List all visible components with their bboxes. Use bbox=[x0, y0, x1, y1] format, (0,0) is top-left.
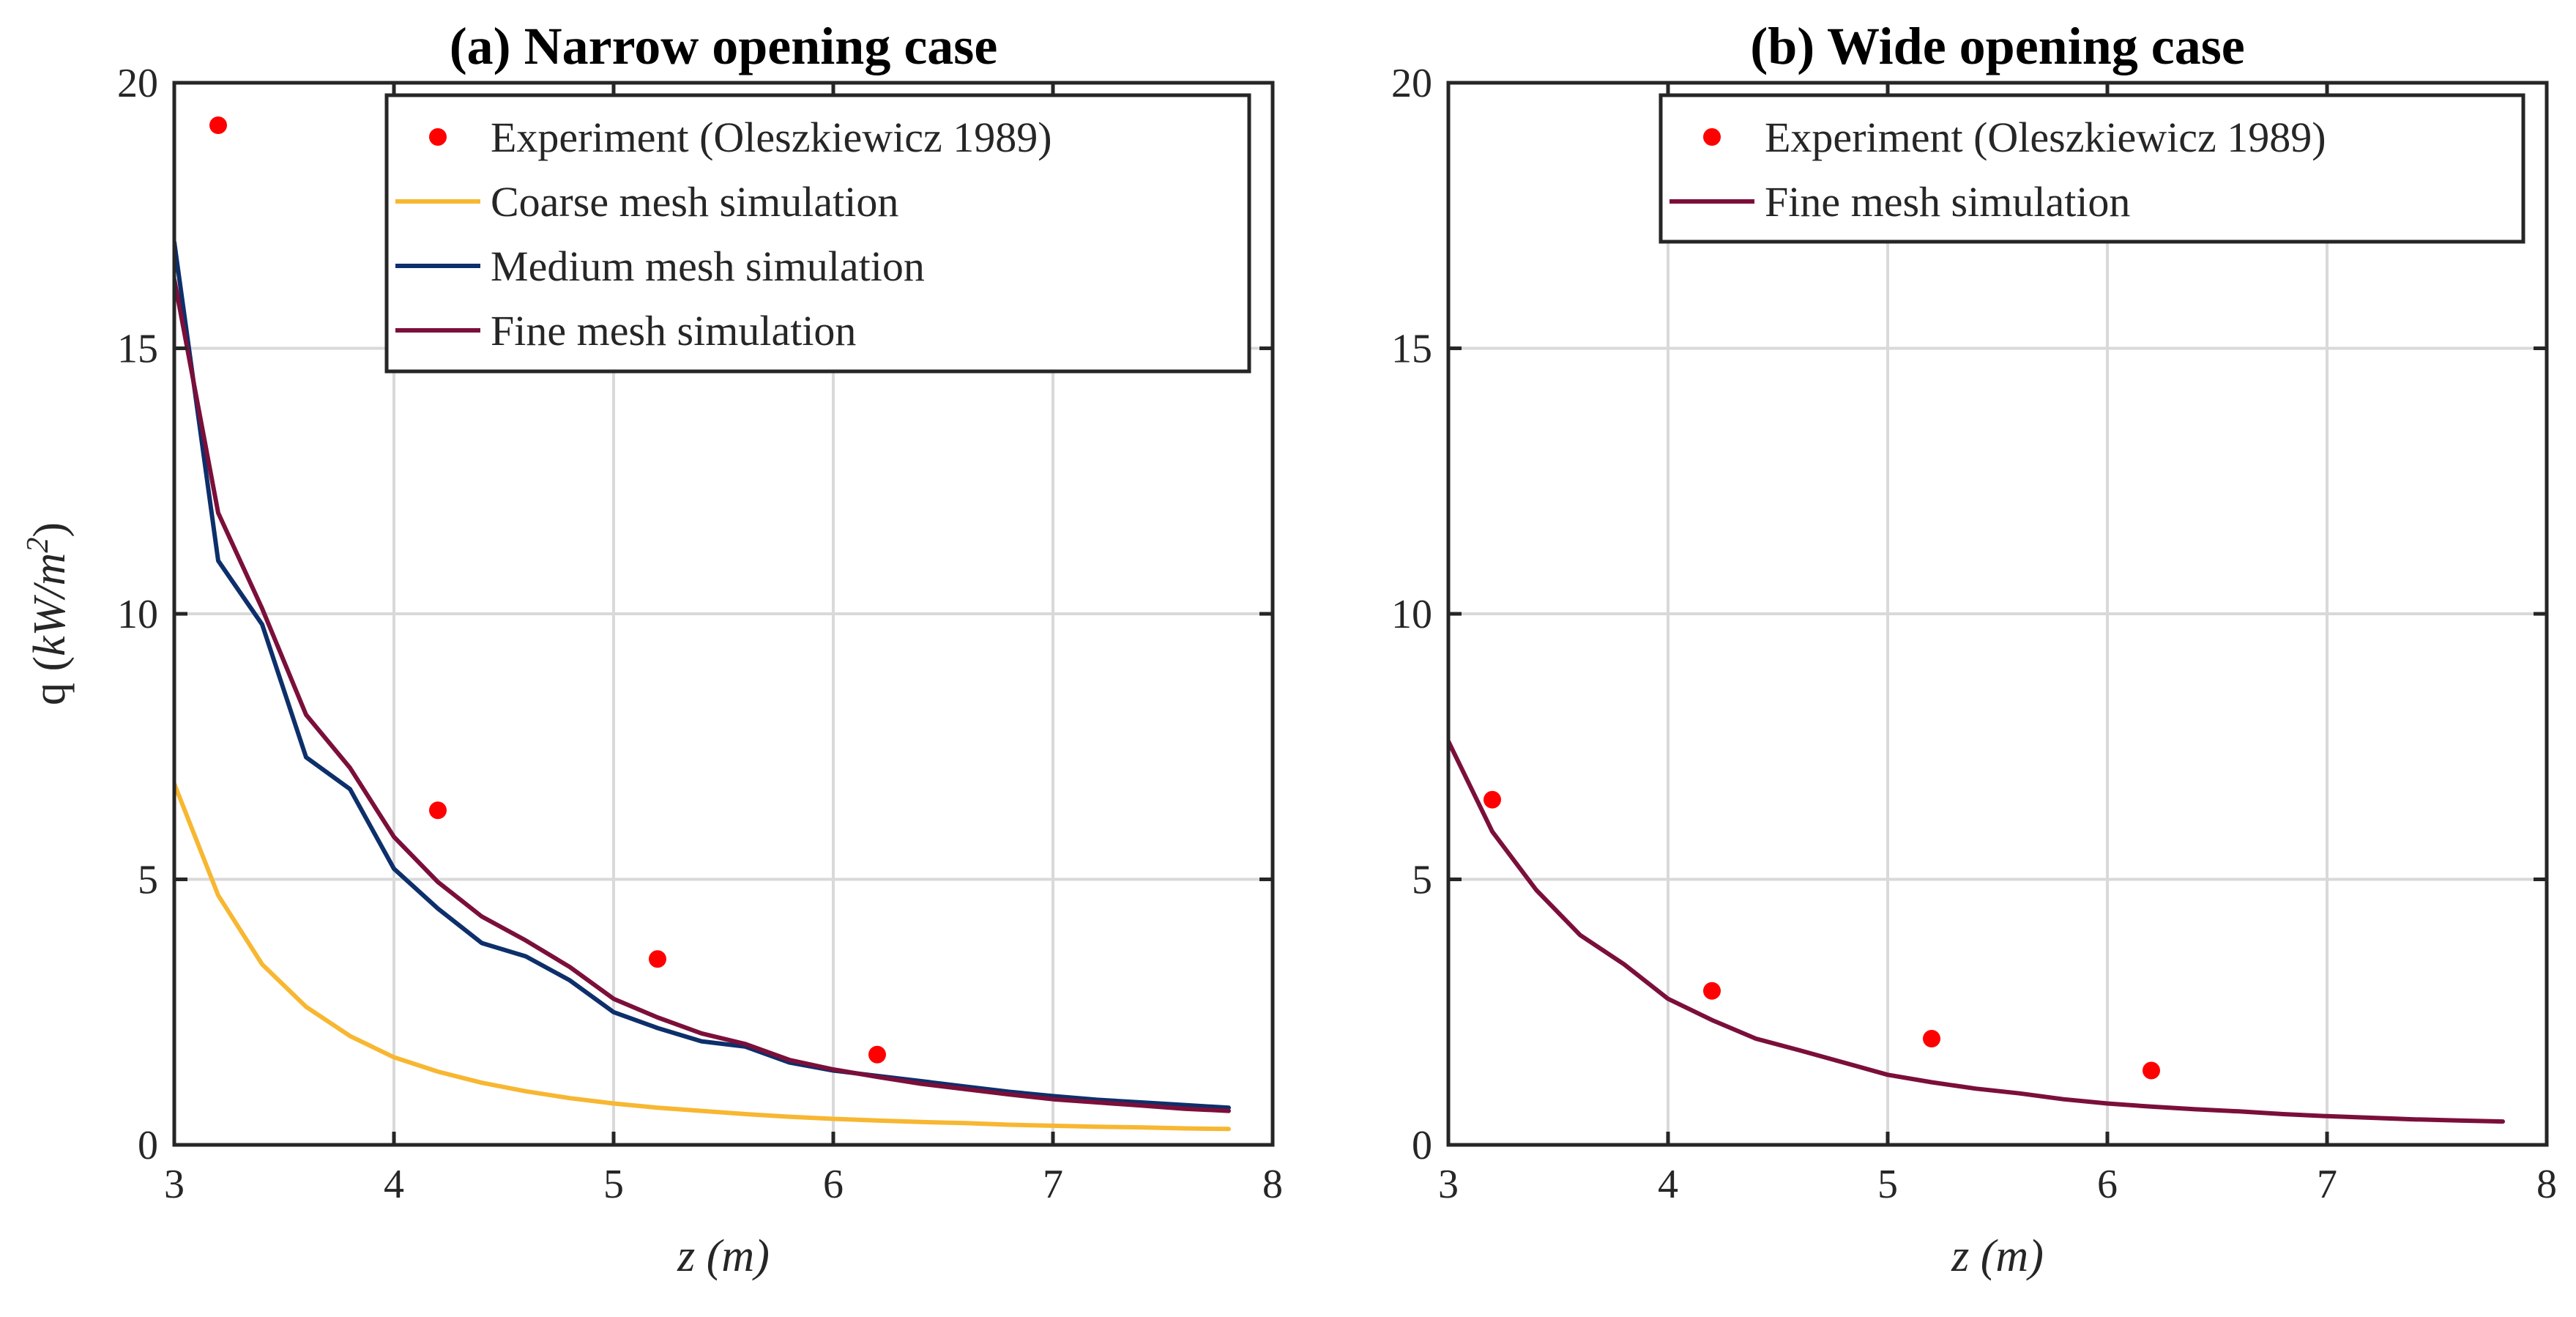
legend-box bbox=[1659, 93, 2525, 244]
legend-label-medium-mesh-simulation: Medium mesh simulation bbox=[491, 242, 925, 290]
y-tick-label: 0 bbox=[138, 1123, 158, 1168]
y-tick-label: 5 bbox=[138, 858, 158, 903]
data-point-experiment-oleszkiewicz-1989 bbox=[209, 116, 227, 134]
series-line-medium-mesh-simulation bbox=[174, 240, 1231, 1110]
data-point-experiment-oleszkiewicz-1989 bbox=[1923, 1030, 1940, 1047]
data-point-experiment-oleszkiewicz-1989 bbox=[2143, 1061, 2160, 1080]
legend-label-fine-mesh-simulation: Fine mesh simulation bbox=[1765, 178, 2130, 226]
data-point-experiment-oleszkiewicz-1989 bbox=[649, 950, 666, 968]
series-line-fine-mesh-simulation bbox=[1448, 739, 2505, 1124]
y-tick-label: 15 bbox=[1391, 327, 1432, 372]
legend-label-experiment-oleszkiewicz-1989: Experiment (Oleszkiewicz 1989) bbox=[1765, 114, 2326, 161]
y-tick-label: 0 bbox=[1412, 1123, 1432, 1168]
series-line-coarse-mesh-simulation bbox=[174, 782, 1231, 1132]
x-tick-label: 3 bbox=[164, 1162, 185, 1207]
y-axis-label: q (kW/m2) bbox=[21, 522, 75, 705]
legend-swatch-experiment-oleszkiewicz-1989 bbox=[1703, 128, 1721, 146]
x-tick-label: 6 bbox=[823, 1162, 844, 1207]
x-axis-label: z (m) bbox=[677, 1231, 770, 1281]
chart-title: (b) Wide opening case bbox=[1750, 17, 2244, 75]
y-tick-label: 10 bbox=[1391, 592, 1432, 637]
x-tick-label: 8 bbox=[2536, 1162, 2557, 1207]
chart-panel-b: 3 4 5 6 7 8 0 5 10 15 20 (b) Wide opening case z (m)… bbox=[1391, 17, 2557, 1281]
series-line-fine-mesh-simulation bbox=[174, 277, 1231, 1113]
y-tick-label: 20 bbox=[117, 61, 158, 106]
series-group bbox=[1448, 739, 2505, 1124]
y-tick-label: 5 bbox=[1412, 858, 1432, 903]
chart-title: (a) Narrow opening case bbox=[450, 17, 998, 75]
x-tick-label: 8 bbox=[1262, 1162, 1283, 1207]
legend: Experiment (Oleszkiewicz 1989) Coarse mes… bbox=[384, 93, 1251, 374]
legend-label-coarse-mesh-simulation: Coarse mesh simulation bbox=[491, 178, 898, 226]
data-point-experiment-oleszkiewicz-1989 bbox=[868, 1045, 886, 1064]
y-tick-label: 15 bbox=[117, 327, 158, 372]
x-tick-label: 5 bbox=[603, 1162, 624, 1207]
data-point-experiment-oleszkiewicz-1989 bbox=[1484, 790, 1501, 809]
x-tick-label: 5 bbox=[1877, 1162, 1898, 1207]
x-tick-label: 3 bbox=[1438, 1162, 1459, 1207]
x-tick-label: 7 bbox=[2317, 1162, 2337, 1207]
x-tick-label: 4 bbox=[1658, 1162, 1678, 1207]
data-point-experiment-oleszkiewicz-1989 bbox=[429, 801, 447, 820]
legend-swatch-experiment-oleszkiewicz-1989 bbox=[429, 128, 447, 146]
x-tick-label: 7 bbox=[1043, 1162, 1063, 1207]
data-point-experiment-oleszkiewicz-1989 bbox=[1703, 982, 1721, 1000]
x-axis-label: z (m) bbox=[1951, 1231, 2044, 1281]
x-tick-label: 4 bbox=[384, 1162, 404, 1207]
y-tick-label: 20 bbox=[1391, 61, 1432, 106]
x-tick-label: 6 bbox=[2097, 1162, 2118, 1207]
y-tick-label: 10 bbox=[117, 592, 158, 637]
legend-label-experiment-oleszkiewicz-1989: Experiment (Oleszkiewicz 1989) bbox=[491, 114, 1052, 161]
legend: Experiment (Oleszkiewicz 1989) Fine mesh … bbox=[1659, 93, 2525, 244]
chart-panel-a: 3 4 5 6 7 8 0 5 10 15 20 (a) Narrow opening case z (… bbox=[21, 17, 1283, 1281]
legend-box bbox=[384, 93, 1251, 374]
legend-label-fine-mesh-simulation: Fine mesh simulation bbox=[491, 307, 856, 355]
series-group bbox=[174, 116, 1231, 1132]
